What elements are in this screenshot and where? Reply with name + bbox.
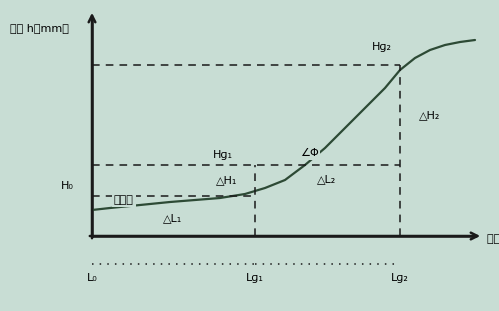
Text: 车长 L(mm): 车长 L(mm) — [487, 233, 499, 243]
Text: Lɡ₂: Lɡ₂ — [391, 273, 409, 283]
Text: ∠Φ: ∠Φ — [300, 148, 319, 158]
Text: Hɡ₁: Hɡ₁ — [213, 150, 233, 160]
Text: △H₁: △H₁ — [216, 175, 237, 185]
Text: △L₁: △L₁ — [163, 213, 183, 223]
Text: Lɡ₁: Lɡ₁ — [246, 273, 264, 283]
Text: L₀: L₀ — [87, 273, 97, 283]
Text: 车高 h（mm）: 车高 h（mm） — [10, 23, 69, 33]
Text: △H₂: △H₂ — [419, 110, 441, 120]
Text: △L₂: △L₂ — [317, 174, 337, 184]
Text: H₀: H₀ — [61, 181, 74, 191]
Text: Hɡ₂: Hɡ₂ — [372, 42, 392, 52]
Text: 车端面: 车端面 — [114, 195, 134, 205]
